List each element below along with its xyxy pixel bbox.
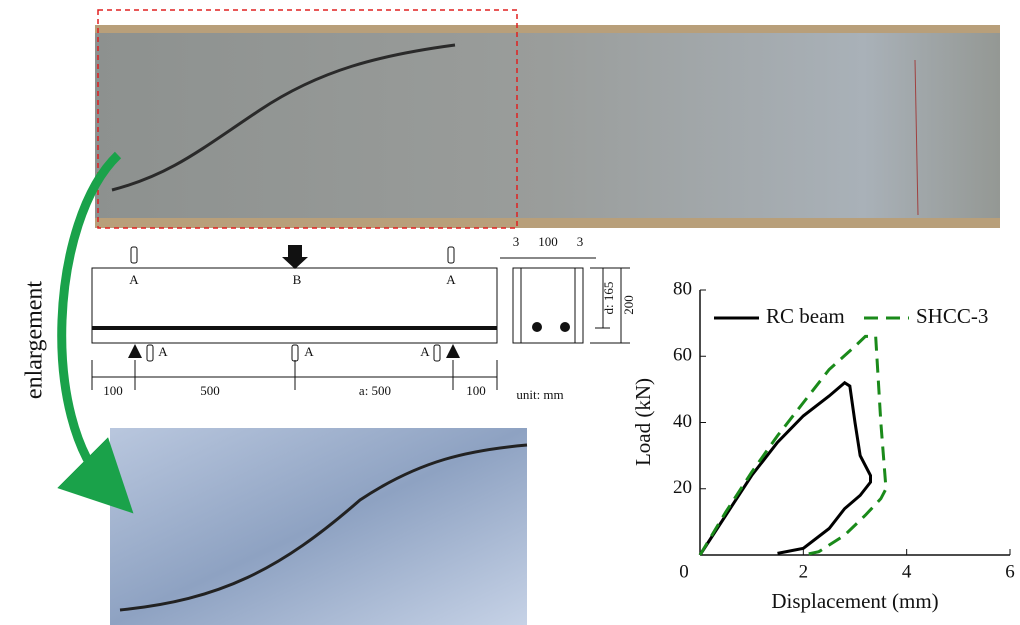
x-tick-label: 4 [902,561,912,582]
span-label: 100 [466,383,486,398]
gauge-label: A [420,344,430,359]
dimension-lines [92,360,497,390]
section-dim: 200 [621,295,636,315]
gauge-label: A [129,272,139,287]
load-arrow [282,245,308,269]
y-tick-label: 40 [673,411,692,432]
beam-photo [95,33,1000,218]
section-dim: 3 [513,234,520,249]
y-tick-label: 80 [673,278,692,299]
y-axis-label: Load (kN) [631,378,655,466]
span-label: a: 500 [359,383,391,398]
gauge-label: A [304,344,314,359]
y-tick-label: 20 [673,477,692,498]
gauge-label: A [158,344,168,359]
supports [128,344,460,358]
y-tick-label: 60 [673,345,692,366]
rebar-section [532,322,542,332]
section [513,268,583,343]
rebar-section [560,322,570,332]
legend-label: RC beam [766,304,845,328]
unit-label: unit: mm [516,387,563,402]
section-dim: 100 [538,234,558,249]
x-axis-label: Displacement (mm) [771,589,938,613]
x-tick-label: 6 [1005,561,1015,582]
gauge-label: A [446,272,456,287]
legend-label: SHCC-3 [916,304,988,328]
x-tick-label: 0 [679,561,689,582]
page: {"diagram": {"side_label": "enlargement"… [0,0,1020,625]
span-label: 100 [103,383,123,398]
x-tick-label: 2 [799,561,809,582]
section-dim: d: 165 [601,282,616,315]
series-line [700,383,871,555]
span-label: 500 [200,383,220,398]
gauge-label: B [293,272,302,287]
enlarged-photo [110,428,527,625]
side-label: enlargement [22,281,48,400]
figure: enlargement A B A A A A 100 500 a: 500 1… [0,0,1020,625]
section-dim: 3 [577,234,584,249]
